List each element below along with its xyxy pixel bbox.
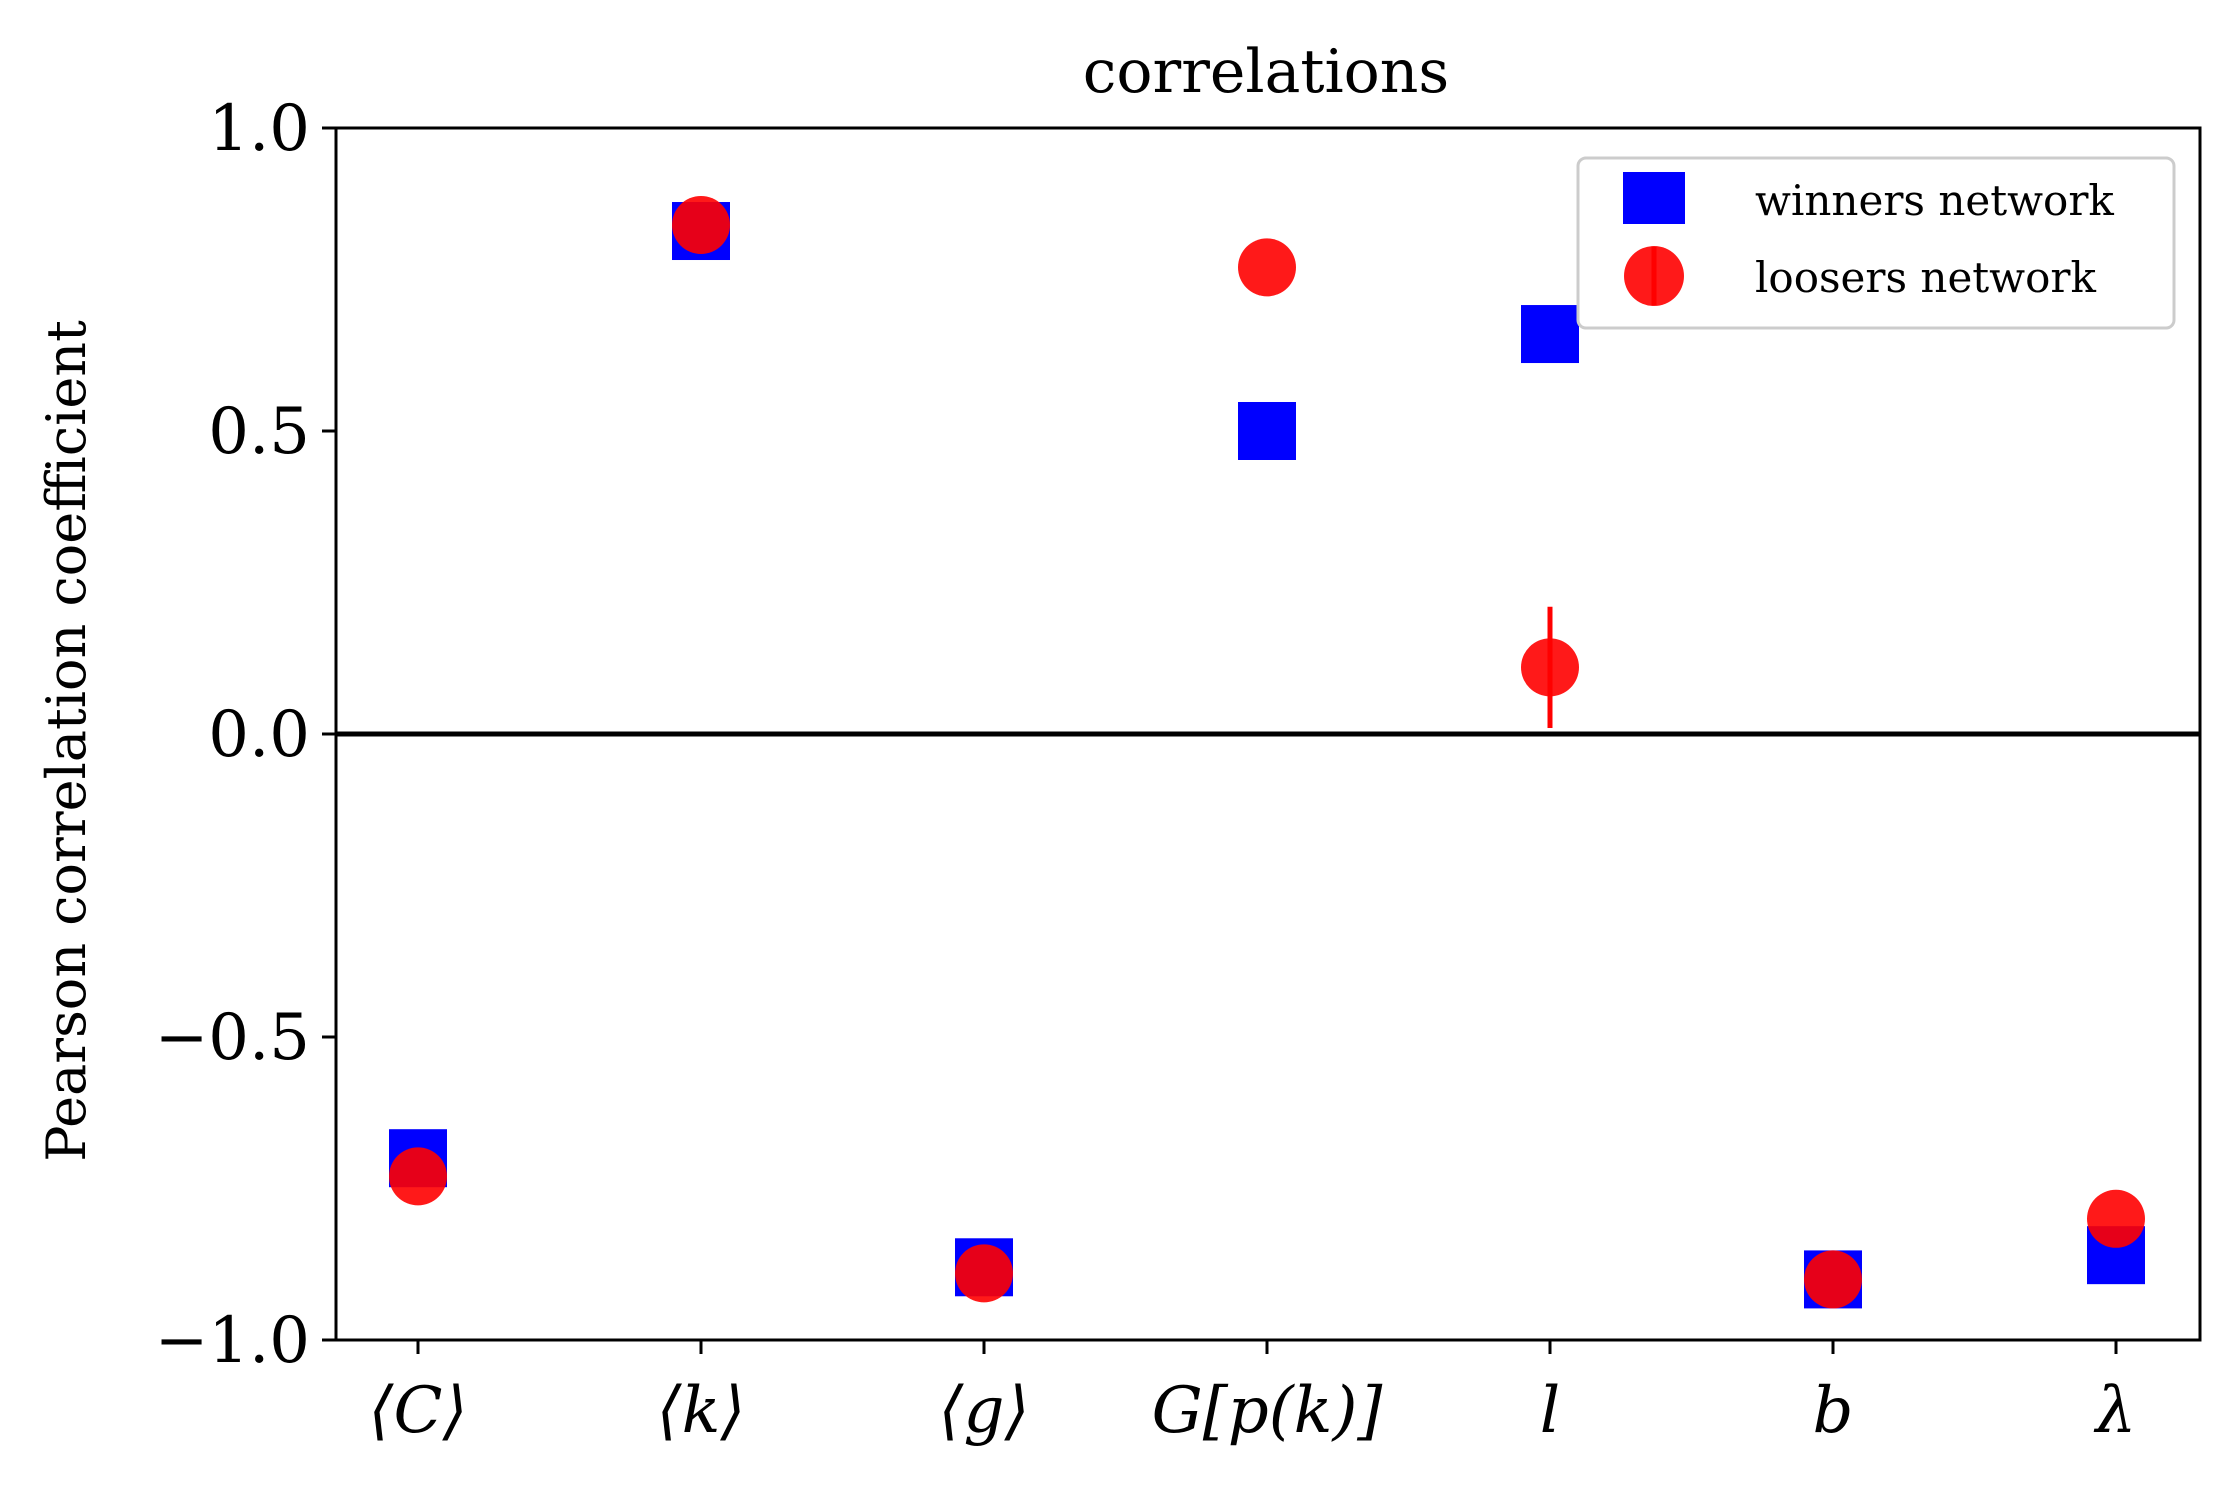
x-tick-label: b — [1813, 1374, 1854, 1448]
legend-label-winners: winners network — [1755, 176, 2114, 225]
y-tick-label: −1.0 — [155, 1304, 310, 1378]
x-tick-label: λ — [2093, 1374, 2137, 1448]
legend-box — [1576, 156, 2176, 330]
x-tick-label: ⟨k⟩ — [657, 1374, 746, 1448]
legend: winners network loosers network — [1576, 156, 2176, 330]
chart-title: correlations — [1083, 37, 1449, 107]
x-tick-label: ⟨g⟩ — [939, 1374, 1030, 1448]
y-tick-label: 1.0 — [208, 92, 310, 166]
y-axis-label: Pearson correlation coefficient — [35, 320, 98, 1162]
y-tick-label: 0.0 — [208, 698, 310, 772]
loosers-marker — [955, 1244, 1013, 1303]
x-tick-label: G[p(k)] — [1152, 1374, 1384, 1448]
legend-marker-winners — [1623, 172, 1685, 224]
loosers-marker — [1804, 1250, 1862, 1309]
winners-marker — [1521, 305, 1579, 364]
y-tick-label: −0.5 — [155, 1001, 310, 1075]
loosers-marker — [1521, 638, 1579, 697]
legend-marker-loosers — [1624, 246, 1684, 306]
y-tick-label: 0.5 — [208, 395, 310, 469]
loosers-marker — [672, 195, 730, 254]
legend-label-loosers: loosers network — [1755, 253, 2096, 302]
x-tick-label: ⟨C⟩ — [369, 1374, 468, 1448]
loosers-marker — [2087, 1189, 2145, 1248]
plot-area: 1.0 0.5 0.0 −0.5 −1.0 ⟨C⟩ ⟨k⟩ ⟨g⟩ G[p(k)] l b λ — [155, 92, 2202, 1448]
loosers-marker — [1238, 238, 1296, 297]
loosers-marker — [389, 1147, 447, 1206]
x-tick-label: l — [1540, 1374, 1560, 1448]
winners-marker — [1238, 402, 1296, 460]
